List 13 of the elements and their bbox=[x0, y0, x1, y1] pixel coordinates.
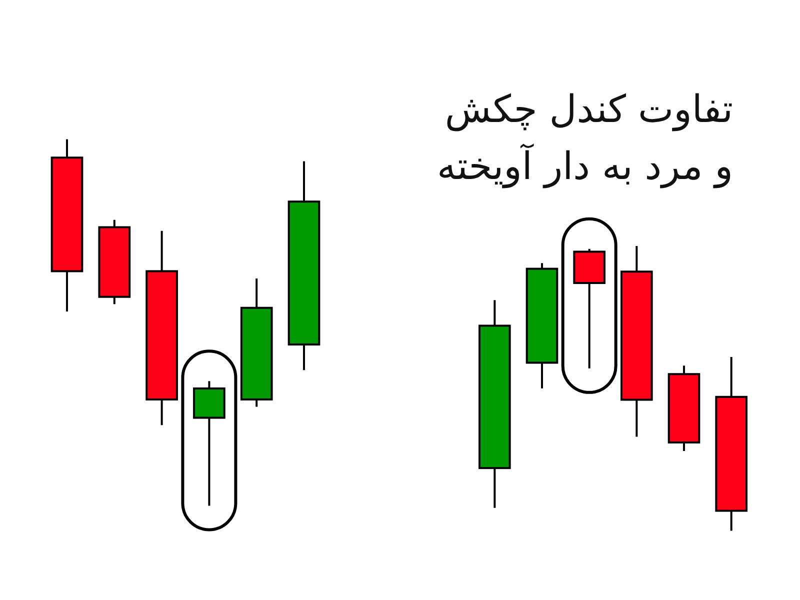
candlestick bbox=[288, 160, 320, 372]
candlestick bbox=[620, 245, 653, 438]
candlestick bbox=[50, 138, 84, 313]
candlestick bbox=[715, 356, 748, 532]
chart-title: تفاوت کندل چکش و مرد به دار آویخته bbox=[437, 87, 733, 189]
candlestick bbox=[478, 299, 511, 509]
candlestick bbox=[526, 262, 558, 390]
candlestick bbox=[193, 380, 226, 507]
candlestick bbox=[668, 364, 700, 452]
candlestick bbox=[240, 278, 273, 408]
candlestick bbox=[146, 230, 178, 426]
candlestick bbox=[98, 218, 131, 306]
candlestick bbox=[573, 248, 606, 370]
